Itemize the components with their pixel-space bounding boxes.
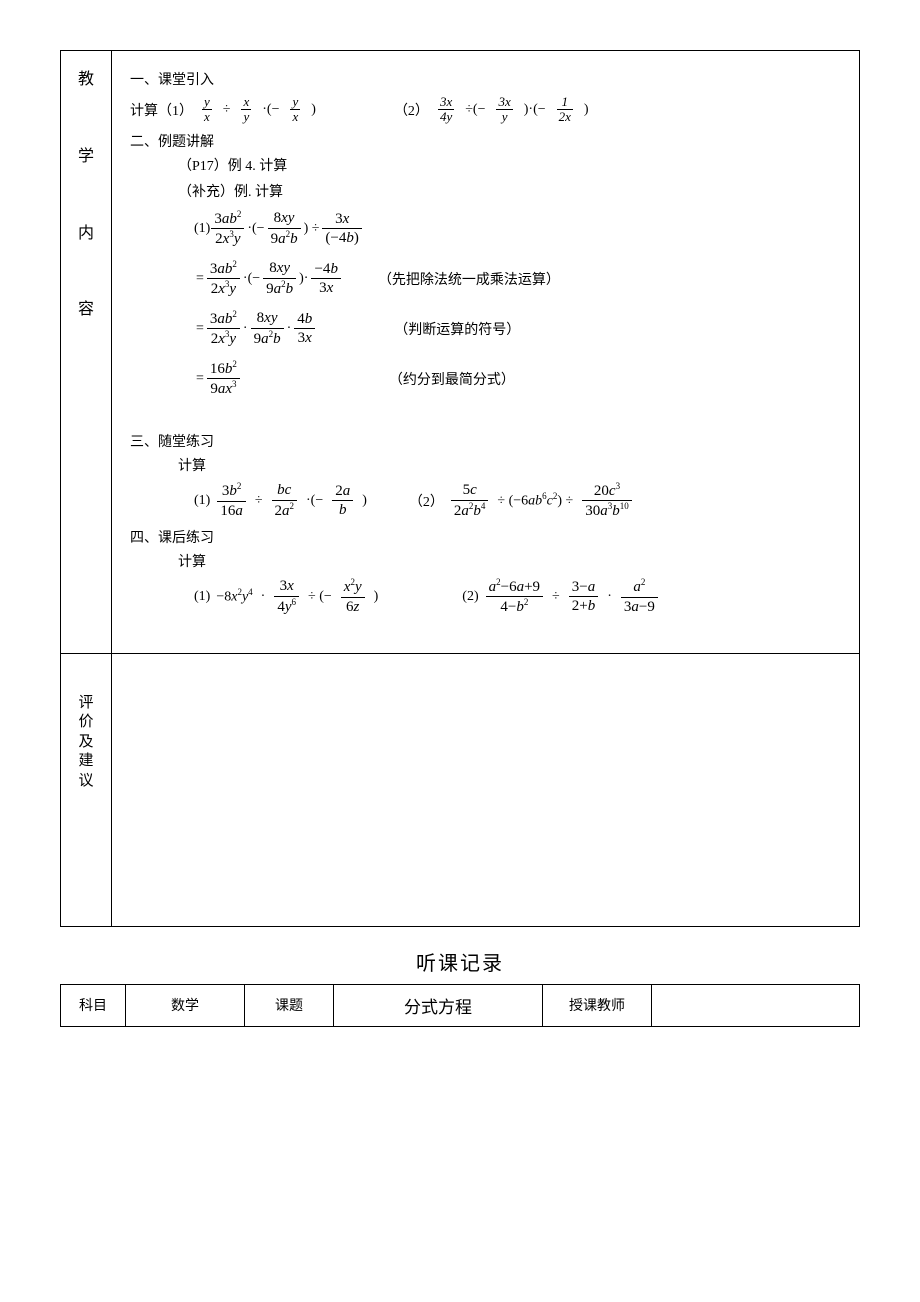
- step3-line: = 16b29ax3 （约分到最简分式）: [194, 359, 841, 399]
- intro2-frac2: 3xy: [496, 95, 512, 125]
- step2-note: （判断运算的符号）: [394, 319, 520, 339]
- record-meta-table: 科目 数学 课题 分式方程 授课教师: [60, 984, 860, 1027]
- lesson-table: 教 学 内 容 一、课堂引入 计算（1） yx ÷ xy ·(− yx ) （2…: [60, 50, 860, 927]
- ex1-frac-b: 8xy9a2b: [268, 209, 301, 248]
- step1-note: （先把除法统一成乘法运算）: [378, 269, 560, 289]
- record-title: 听课记录: [60, 947, 860, 976]
- teacher-value: [652, 984, 860, 1026]
- intro-calc-row: 计算（1） yx ÷ xy ·(− yx ) （2） 3x4y ÷(− 3xy …: [130, 95, 841, 125]
- section-3-head: 三、随堂练习: [130, 431, 841, 451]
- side-eval-text: 评 价 及 建 议: [78, 695, 93, 789]
- section-2-head: 二、例题讲解: [130, 131, 841, 151]
- side-teaching-label: 教 学 内 容: [61, 51, 112, 654]
- topic-label: 课题: [245, 984, 334, 1026]
- ex1-num: (1): [194, 221, 210, 237]
- teaching-content: 一、课堂引入 计算（1） yx ÷ xy ·(− yx ) （2） 3x4y ÷…: [112, 51, 860, 654]
- topic-value: 分式方程: [334, 984, 543, 1026]
- side-eval-label: 评 价 及 建 议: [61, 653, 112, 926]
- section-3-sub: 计算: [178, 455, 841, 475]
- subject-value: 数学: [126, 984, 245, 1026]
- dot-op: ·(−: [260, 102, 281, 118]
- side-teaching-text: 教 学 内 容: [78, 71, 94, 318]
- example1-line: (1) 3ab22x3y ·(− 8xy9a2b ) ÷ 3x(−4b): [194, 209, 841, 249]
- subject-label: 科目: [61, 984, 126, 1026]
- post-2-label: (2): [462, 589, 478, 605]
- step2-line: = 3ab22x3y · 8xy9a2b · 4b3x （判断运算的符号）: [194, 309, 841, 349]
- evaluation-body: [112, 653, 860, 926]
- step3-note: （约分到最简分式）: [389, 369, 515, 389]
- section-2a: （P17）例 4. 计算: [178, 155, 841, 175]
- section-4-head: 四、课后练习: [130, 527, 841, 547]
- intro2-frac3: 12x: [557, 95, 573, 125]
- intro-calc-label2: （2）: [394, 100, 429, 120]
- prac-2-label: （2）: [409, 491, 444, 511]
- section-4-sub: 计算: [178, 551, 841, 571]
- section-2b: （补充）例. 计算: [178, 181, 841, 201]
- post-row: (1) −8x2y4 · 3x4y6 ÷ (− x2y6z ) (2) a2−6…: [194, 577, 841, 617]
- ex1-frac-c: 3x(−4b): [322, 210, 361, 248]
- prac-1-label: (1): [194, 493, 210, 509]
- teacher-label: 授课教师: [543, 984, 652, 1026]
- step1-line: = 3ab22x3y ·(− 8xy9a2b )· −4b3x （先把除法统一成…: [194, 259, 841, 299]
- intro-calc-label: 计算（1）: [130, 100, 193, 120]
- intro1-frac3: yx: [290, 95, 300, 125]
- post-1-label: (1): [194, 589, 210, 605]
- practice-row: (1) 3b216a ÷ bc2a2 ·(− 2ab ) （2） 5c2a2b4…: [194, 481, 841, 521]
- ex1-frac-a: 3ab22x3y: [211, 209, 244, 249]
- intro1-frac2: xy: [241, 95, 251, 125]
- section-1-head: 一、课堂引入: [130, 69, 841, 89]
- divide-op: ÷: [221, 102, 233, 118]
- intro1-frac1: yx: [202, 95, 212, 125]
- intro2-frac1: 3x4y: [438, 95, 454, 125]
